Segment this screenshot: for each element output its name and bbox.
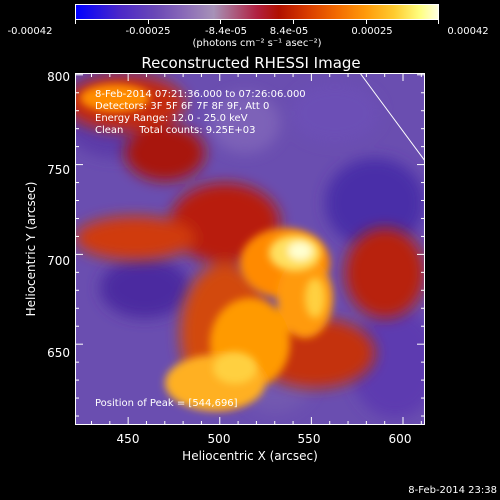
colorbar [75, 4, 439, 20]
x-axis-label: Heliocentric X (arcsec) [182, 449, 318, 463]
time-range-label: 8-Feb-2014 07:21:36.000 to 07:26:06.000 [95, 89, 306, 100]
chart-title: Reconstructed RHESSI Image [141, 54, 361, 72]
heatmap-svg [75, 73, 425, 425]
colorbar-tick-label: 0.00042 [447, 26, 489, 37]
colorbar-tick-label: -0.00042 [7, 26, 53, 37]
peak-position-label: Position of Peak = [544,696] [95, 398, 238, 409]
colorbar-tick-label: -8.4e-05 [205, 26, 247, 37]
y-axis-label: Heliocentric Y (arcsec) [24, 181, 38, 317]
limb-line [359, 73, 425, 162]
timestamp: 8-Feb-2014 23:38 [408, 485, 497, 496]
plot-area [75, 73, 425, 425]
y-tick-label: 700 [47, 254, 70, 268]
x-tick-label: 550 [297, 432, 321, 446]
y-tick-label: 650 [47, 346, 70, 360]
colorbar-gradient [76, 5, 438, 19]
y-tick-label: 800 [47, 70, 70, 84]
colorbar-tick-mark [366, 20, 367, 24]
x-tick-label: 450 [116, 432, 140, 446]
heatmap-peak-region [213, 235, 325, 384]
colorbar-tick-mark [75, 20, 76, 24]
y-tick-label: 750 [47, 163, 70, 177]
plot-frame [75, 73, 425, 425]
colorbar-tick-mark [438, 20, 439, 24]
detectors-label: Detectors: 3F 5F 6F 7F 8F 9F, Att 0 [95, 101, 270, 112]
clean-counts-label: Clean Total counts: 9.25E+03 [95, 125, 256, 136]
x-tick-label: 500 [207, 432, 231, 446]
colorbar-tick-label: 0.00025 [351, 26, 393, 37]
colorbar-tick-label: 8.4e-05 [269, 26, 309, 37]
colorbar-units: (photons cm⁻² s⁻¹ asec⁻²) [192, 38, 322, 49]
colorbar-tick-mark [293, 20, 294, 24]
x-tick-label: 600 [388, 432, 412, 446]
colorbar-tick-mark [148, 20, 149, 24]
energy-range-label: Energy Range: 12.0 - 25.0 keV [95, 113, 248, 124]
colorbar-tick-label: -0.00025 [125, 26, 171, 37]
colorbar-tick-mark [220, 20, 221, 24]
axis-ticks [75, 73, 425, 425]
